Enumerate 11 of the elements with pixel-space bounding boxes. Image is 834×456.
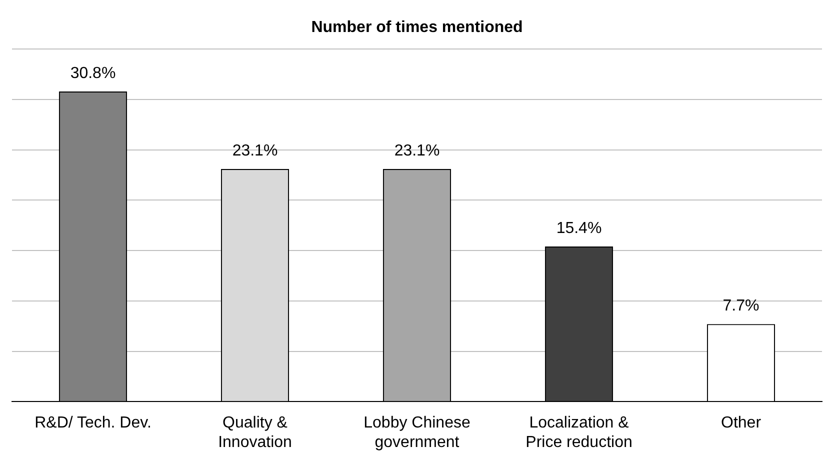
x-tick-label: Lobby Chinese government xyxy=(364,414,470,451)
x-tick-label: Quality & Innovation xyxy=(218,414,292,451)
data-label: 15.4% xyxy=(556,220,602,237)
x-tick-label: Other xyxy=(720,414,762,432)
chart-title: Number of times mentioned xyxy=(311,19,523,36)
data-label: 23.1% xyxy=(394,142,440,160)
data-label: 7.7% xyxy=(722,297,760,314)
x-tick-label: R&D/ Tech. Dev. xyxy=(34,414,152,432)
x-tick-label: Localization & Price reduction xyxy=(526,414,632,451)
data-label: 30.8% xyxy=(70,64,116,82)
data-label: 23.1% xyxy=(232,142,278,160)
